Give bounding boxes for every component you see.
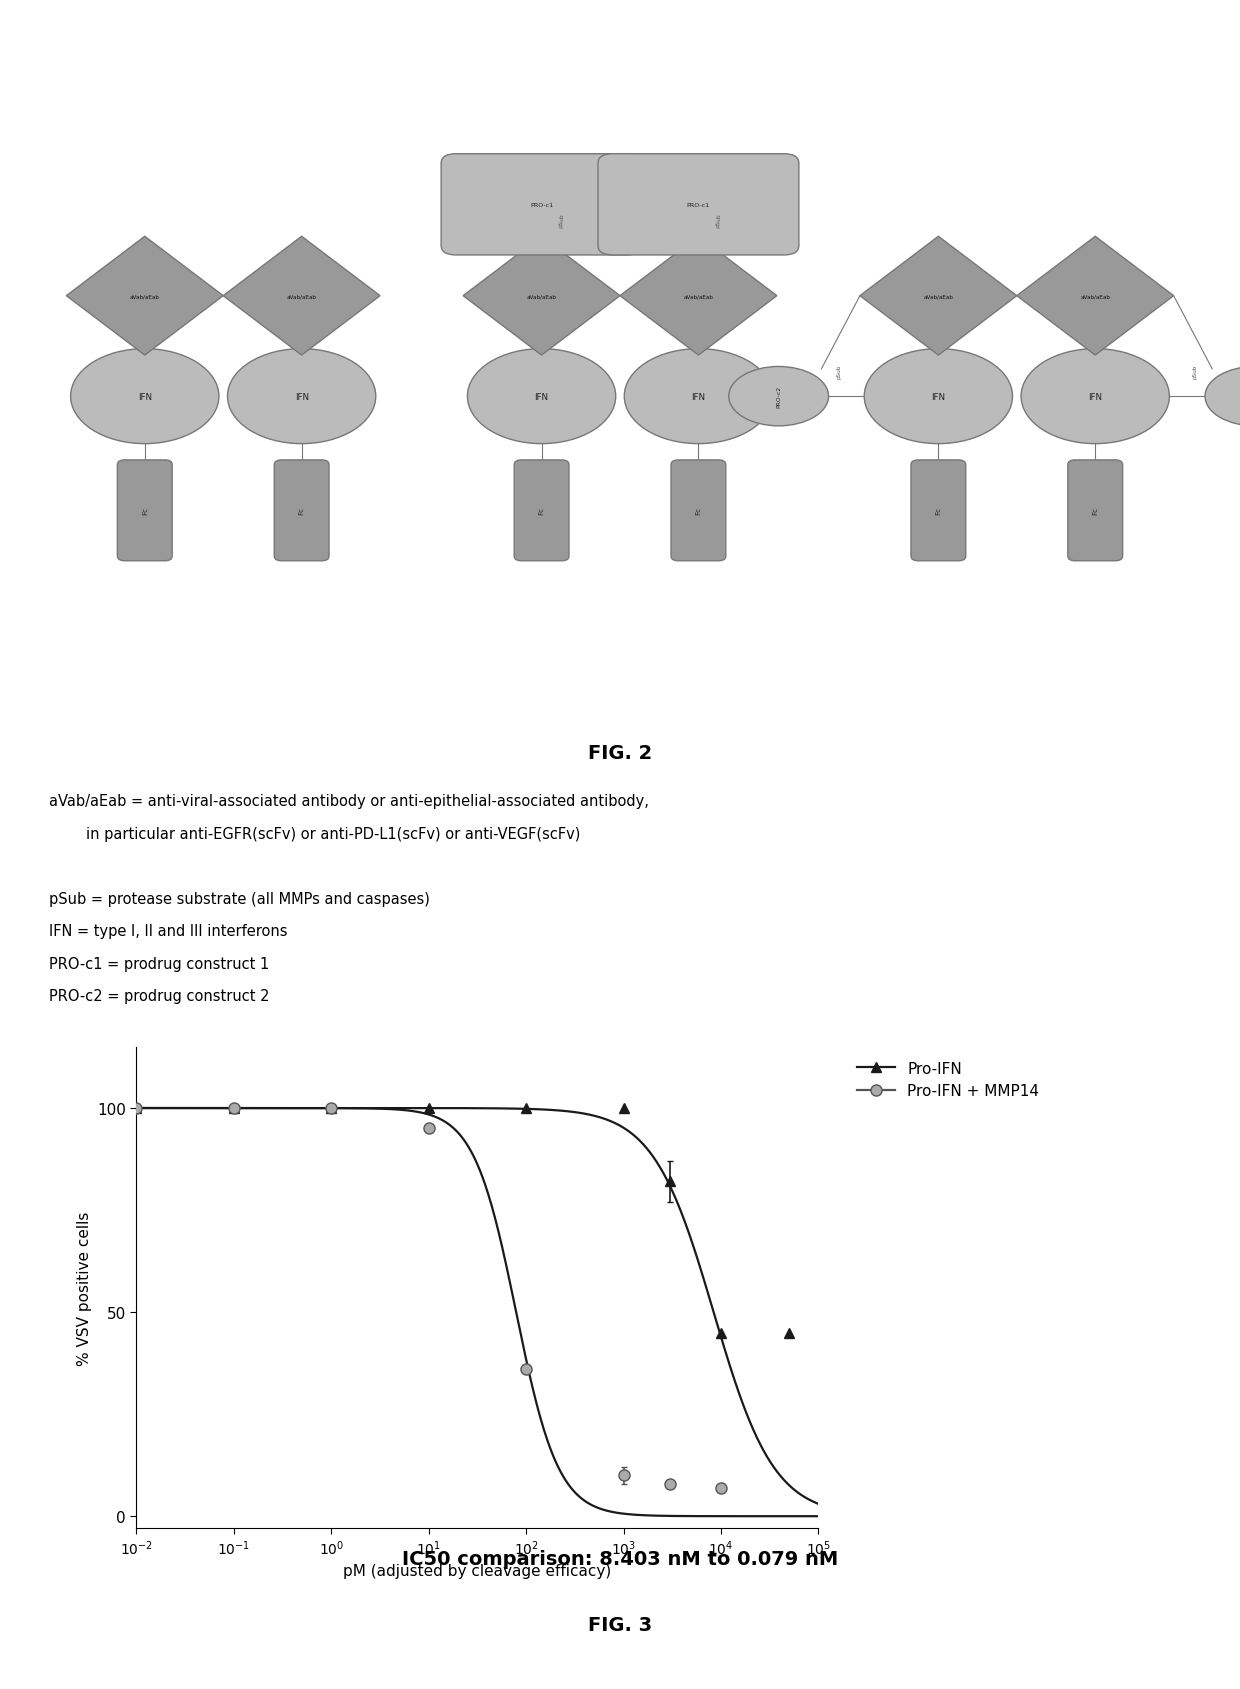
Text: PRO-c2: PRO-c2 bbox=[776, 385, 781, 409]
Text: Fc: Fc bbox=[141, 507, 148, 515]
FancyBboxPatch shape bbox=[118, 461, 172, 561]
Text: pSub: pSub bbox=[559, 213, 565, 228]
FancyBboxPatch shape bbox=[515, 461, 569, 561]
Y-axis label: % VSV positive cells: % VSV positive cells bbox=[77, 1211, 92, 1365]
FancyBboxPatch shape bbox=[598, 155, 799, 255]
X-axis label: pM (adjusted by cleavage efficacy): pM (adjusted by cleavage efficacy) bbox=[343, 1562, 611, 1578]
Ellipse shape bbox=[1021, 350, 1169, 444]
Text: Fc: Fc bbox=[696, 507, 702, 515]
Text: PRO-c1: PRO-c1 bbox=[687, 203, 711, 208]
Text: IFN: IFN bbox=[931, 392, 945, 402]
Text: aVab/aEab: aVab/aEab bbox=[924, 294, 954, 299]
Text: IFN: IFN bbox=[534, 392, 548, 402]
Ellipse shape bbox=[467, 350, 616, 444]
Text: IC50 comparison: 8.403 nM to 0.079 nM: IC50 comparison: 8.403 nM to 0.079 nM bbox=[402, 1549, 838, 1569]
Ellipse shape bbox=[864, 350, 1013, 444]
Text: aVab/aEab: aVab/aEab bbox=[286, 294, 316, 299]
FancyBboxPatch shape bbox=[1068, 461, 1122, 561]
Polygon shape bbox=[859, 236, 1017, 356]
Text: Fc: Fc bbox=[538, 507, 544, 515]
Text: aVab/aEab: aVab/aEab bbox=[683, 294, 713, 299]
Text: pSub: pSub bbox=[836, 365, 841, 378]
FancyBboxPatch shape bbox=[441, 155, 642, 255]
Text: in particular anti-EGFR(scFv) or anti-PD-L1(scFv) or anti-VEGF(scFv): in particular anti-EGFR(scFv) or anti-PD… bbox=[48, 826, 580, 841]
Text: IFN: IFN bbox=[1089, 392, 1102, 402]
Polygon shape bbox=[66, 236, 223, 356]
Text: FIG. 2: FIG. 2 bbox=[588, 743, 652, 762]
Text: aVab/aEab: aVab/aEab bbox=[1080, 294, 1110, 299]
FancyBboxPatch shape bbox=[274, 461, 329, 561]
Polygon shape bbox=[1017, 236, 1174, 356]
Ellipse shape bbox=[227, 350, 376, 444]
Text: PRO-c2 = prodrug construct 2: PRO-c2 = prodrug construct 2 bbox=[48, 988, 269, 1003]
Text: PRO-c1 = prodrug construct 1: PRO-c1 = prodrug construct 1 bbox=[48, 956, 269, 971]
Text: Fc: Fc bbox=[1092, 507, 1099, 515]
FancyBboxPatch shape bbox=[911, 461, 966, 561]
Text: IFN: IFN bbox=[692, 392, 706, 402]
Ellipse shape bbox=[624, 350, 773, 444]
Text: Fc: Fc bbox=[299, 507, 305, 515]
Text: aVab/aEab: aVab/aEab bbox=[527, 294, 557, 299]
Text: aVab/aEab: aVab/aEab bbox=[130, 294, 160, 299]
Ellipse shape bbox=[71, 350, 219, 444]
Text: IFN: IFN bbox=[138, 392, 151, 402]
Text: FIG. 3: FIG. 3 bbox=[588, 1615, 652, 1635]
FancyBboxPatch shape bbox=[671, 461, 725, 561]
Polygon shape bbox=[463, 236, 620, 356]
Polygon shape bbox=[620, 236, 776, 356]
Text: aVab/aEab = anti-viral-associated antibody or anti-epithelial-associated antibod: aVab/aEab = anti-viral-associated antibo… bbox=[48, 794, 649, 809]
Text: Fc: Fc bbox=[935, 507, 941, 515]
Text: pSub: pSub bbox=[715, 213, 722, 228]
Text: pSub = protease substrate (all MMPs and caspases): pSub = protease substrate (all MMPs and … bbox=[48, 892, 430, 907]
Ellipse shape bbox=[1205, 367, 1240, 427]
Text: IFN: IFN bbox=[295, 392, 309, 402]
Polygon shape bbox=[223, 236, 379, 356]
Legend: Pro-IFN, Pro-IFN + MMP14: Pro-IFN, Pro-IFN + MMP14 bbox=[851, 1056, 1045, 1105]
Ellipse shape bbox=[729, 367, 828, 427]
Text: IFN = type I, II and III interferons: IFN = type I, II and III interferons bbox=[48, 924, 288, 939]
Text: pSub: pSub bbox=[1193, 365, 1198, 378]
Text: PRO-c1: PRO-c1 bbox=[529, 203, 553, 208]
